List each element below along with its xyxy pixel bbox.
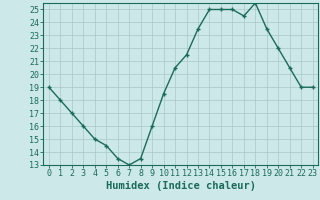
X-axis label: Humidex (Indice chaleur): Humidex (Indice chaleur) bbox=[106, 181, 256, 191]
